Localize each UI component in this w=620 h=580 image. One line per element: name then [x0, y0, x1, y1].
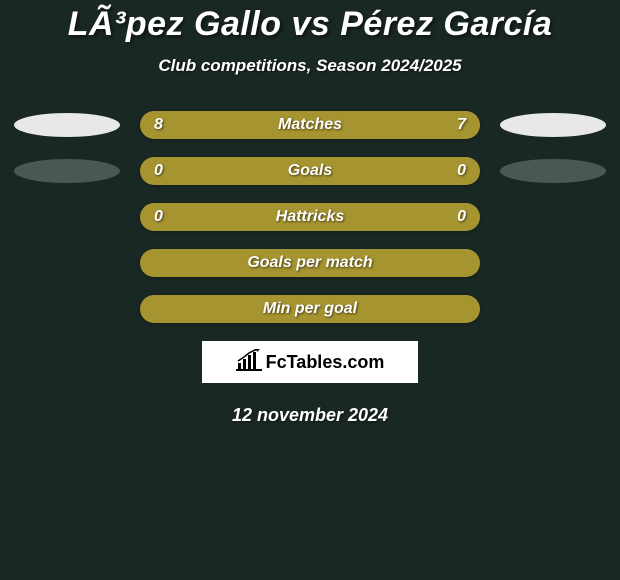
stat-bar: 0 Goals 0	[140, 157, 480, 185]
stat-label: Goals	[288, 162, 332, 180]
stat-label: Hattricks	[276, 208, 344, 226]
left-ellipse	[14, 159, 120, 183]
right-ellipse	[500, 113, 606, 137]
stat-row: 0 Goals 0	[0, 157, 620, 185]
stat-bar: 8 Matches 7	[140, 111, 480, 139]
logo-text: FcTables.com	[266, 352, 385, 373]
ellipse-spacer	[500, 205, 606, 229]
ellipse-spacer	[14, 205, 120, 229]
comparison-panel: LÃ³pez Gallo vs Pérez García Club compet…	[0, 0, 620, 426]
stat-label: Matches	[278, 116, 342, 134]
date-text: 12 november 2024	[0, 405, 620, 426]
left-ellipse	[14, 113, 120, 137]
ellipse-spacer	[14, 297, 120, 321]
ellipse-spacer	[500, 297, 606, 321]
stats-list: 8 Matches 7 0 Goals 0 0 Hattricks 0 Goals per mat…	[0, 111, 620, 323]
stat-value-right: 7	[457, 116, 466, 134]
ellipse-spacer	[500, 251, 606, 275]
stat-row: Goals per match	[0, 249, 620, 277]
subtitle: Club competitions, Season 2024/2025	[0, 56, 620, 76]
stat-row: Min per goal	[0, 295, 620, 323]
stat-value-right: 0	[457, 208, 466, 226]
ellipse-spacer	[14, 251, 120, 275]
logo-box[interactable]: FcTables.com	[202, 341, 418, 383]
stat-value-left: 8	[154, 116, 163, 134]
stat-label: Min per goal	[263, 300, 357, 318]
stat-row: 0 Hattricks 0	[0, 203, 620, 231]
stat-bar: Min per goal	[140, 295, 480, 323]
stat-value-left: 0	[154, 208, 163, 226]
chart-icon	[236, 349, 262, 376]
stat-bar: 0 Hattricks 0	[140, 203, 480, 231]
stat-row: 8 Matches 7	[0, 111, 620, 139]
page-title: LÃ³pez Gallo vs Pérez García	[0, 5, 620, 44]
right-ellipse	[500, 159, 606, 183]
stat-bar: Goals per match	[140, 249, 480, 277]
stat-value-right: 0	[457, 162, 466, 180]
stat-value-left: 0	[154, 162, 163, 180]
stat-label: Goals per match	[247, 254, 372, 272]
